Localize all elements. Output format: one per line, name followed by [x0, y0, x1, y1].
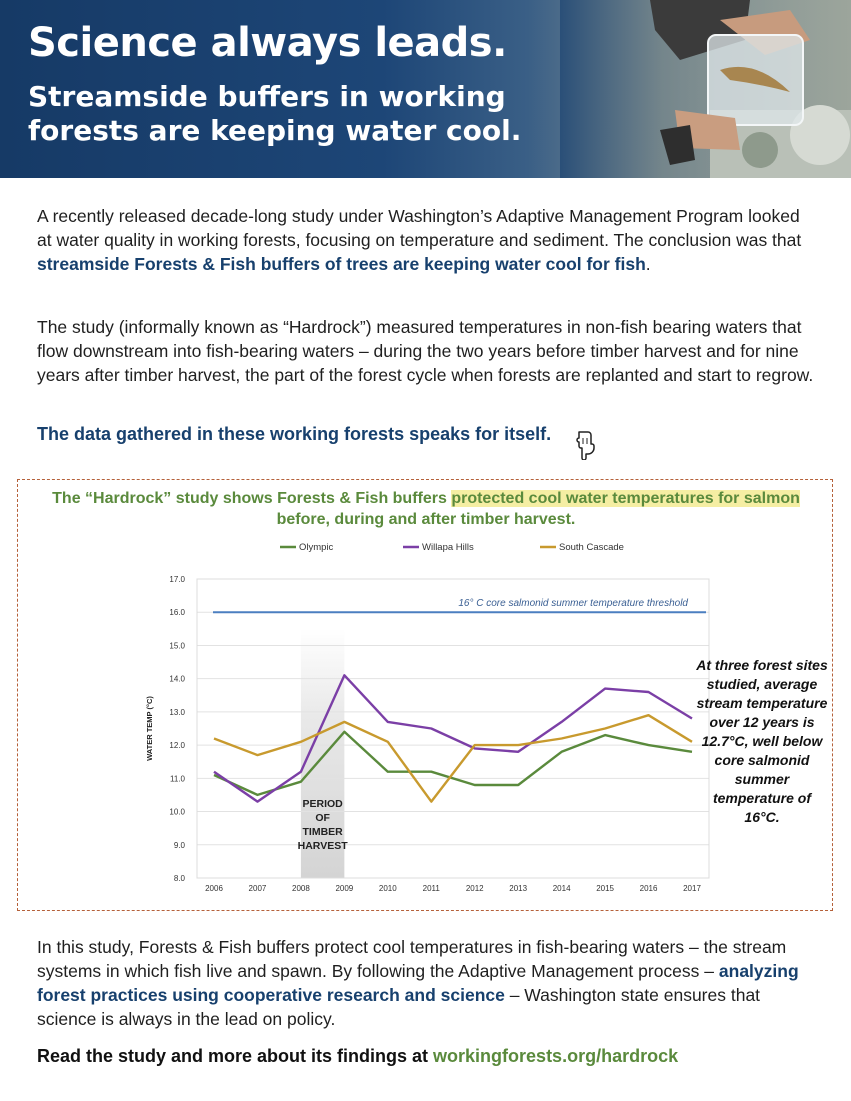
- x-tick-label: 2013: [509, 884, 527, 893]
- x-tick-label: 2007: [249, 884, 267, 893]
- plot-area-border: [196, 578, 710, 879]
- x-tick-label: 2011: [423, 884, 441, 893]
- chart-panel: The “Hardrock” study shows Forests & Fis…: [17, 479, 833, 911]
- read-more-line: Read the study and more about its findin…: [37, 1046, 678, 1067]
- temperature-line-chart: 8.0 9.0 10.0 11.0 12.0 13.0 14.0 15.0 16.0 17.0 20…: [145, 542, 710, 893]
- legend-label: Olympic: [299, 542, 334, 553]
- intro-end: .: [645, 254, 651, 274]
- y-tick-label: 11.0: [170, 774, 186, 783]
- y-tick-label: 16.0: [169, 608, 185, 617]
- harvest-period-label: PERIOD: [303, 798, 344, 810]
- harvest-period-label: OF: [315, 812, 330, 824]
- threshold-label: 16° C core salmonid summer temperature t…: [458, 598, 688, 609]
- intro-highlight: streamside Forests & Fish buffers of tre…: [37, 254, 646, 274]
- x-tick-label: 2015: [596, 884, 614, 893]
- legend-label: South Cascade: [559, 542, 624, 553]
- page-title: Science always leads.: [28, 20, 507, 66]
- x-tick-label: 2008: [292, 884, 310, 893]
- y-tick-label: 13.0: [169, 708, 185, 717]
- harvest-period-label: HARVEST: [298, 840, 349, 852]
- closing-end: – Washington state ensures that science …: [37, 985, 761, 1029]
- chart-heading-start: The “Hardrock” study shows Forests & Fis…: [52, 490, 452, 507]
- y-tick-label: 10.0: [169, 808, 185, 817]
- header-banner: Science always leads. Streamside buffers…: [0, 0, 851, 178]
- chart-heading-end: before, during and after timber harvest.: [276, 511, 576, 528]
- x-tick-label: 2010: [379, 884, 397, 893]
- intro-paragraph: A recently released decade-long study un…: [37, 204, 817, 276]
- chart-heading-highlight: protected cool water temperatures for sa…: [451, 490, 800, 507]
- x-tick-label: 2016: [640, 884, 658, 893]
- page-subtitle: Streamside buffers in working forests ar…: [28, 80, 522, 147]
- y-tick-label: 15.0: [169, 641, 185, 650]
- closing-paragraph: In this study, Forests & Fish buffers pr…: [37, 935, 817, 1031]
- x-tick-label: 2009: [335, 884, 353, 893]
- study-link[interactable]: workingforests.org/hardrock: [433, 1046, 679, 1066]
- hands-holding-fish-jar-photo: [560, 0, 851, 178]
- y-axis-label: WATER TEMP (°C): [145, 696, 154, 761]
- y-tick-label: 9.0: [174, 841, 186, 850]
- pointing-hand-down-icon: [576, 431, 595, 460]
- y-tick-label: 8.0: [174, 874, 186, 883]
- y-tick-label: 12.0: [169, 741, 185, 750]
- chart-heading: The “Hardrock” study shows Forests & Fis…: [18, 488, 834, 530]
- chart-callout: At three forest sites studied, average s…: [696, 657, 828, 825]
- read-more-text: Read the study and more about its findin…: [37, 1046, 434, 1066]
- lead-statement: The data gathered in these working fores…: [37, 424, 552, 444]
- y-tick-label: 14.0: [169, 675, 185, 684]
- series-line-willapa-hills: [213, 674, 693, 803]
- x-tick-label: 2006: [205, 884, 223, 893]
- closing-text: In this study, Forests & Fish buffers pr…: [37, 937, 787, 981]
- y-tick-label: 17.0: [169, 575, 185, 584]
- closing-highlight: analyzing forest practices using coopera…: [37, 961, 799, 1005]
- series-line-south-cascade: [213, 713, 693, 803]
- series-line-olympic: [213, 730, 693, 797]
- x-tick-label: 2014: [553, 884, 571, 893]
- intro-text: A recently released decade-long study un…: [37, 206, 802, 250]
- harvest-period-label: TIMBER: [303, 826, 344, 838]
- x-tick-label: 2017: [683, 884, 701, 893]
- x-tick-label: 2012: [466, 884, 484, 893]
- legend-label: Willapa Hills: [422, 542, 474, 553]
- study-paragraph: The study (informally known as “Hardrock…: [37, 317, 814, 385]
